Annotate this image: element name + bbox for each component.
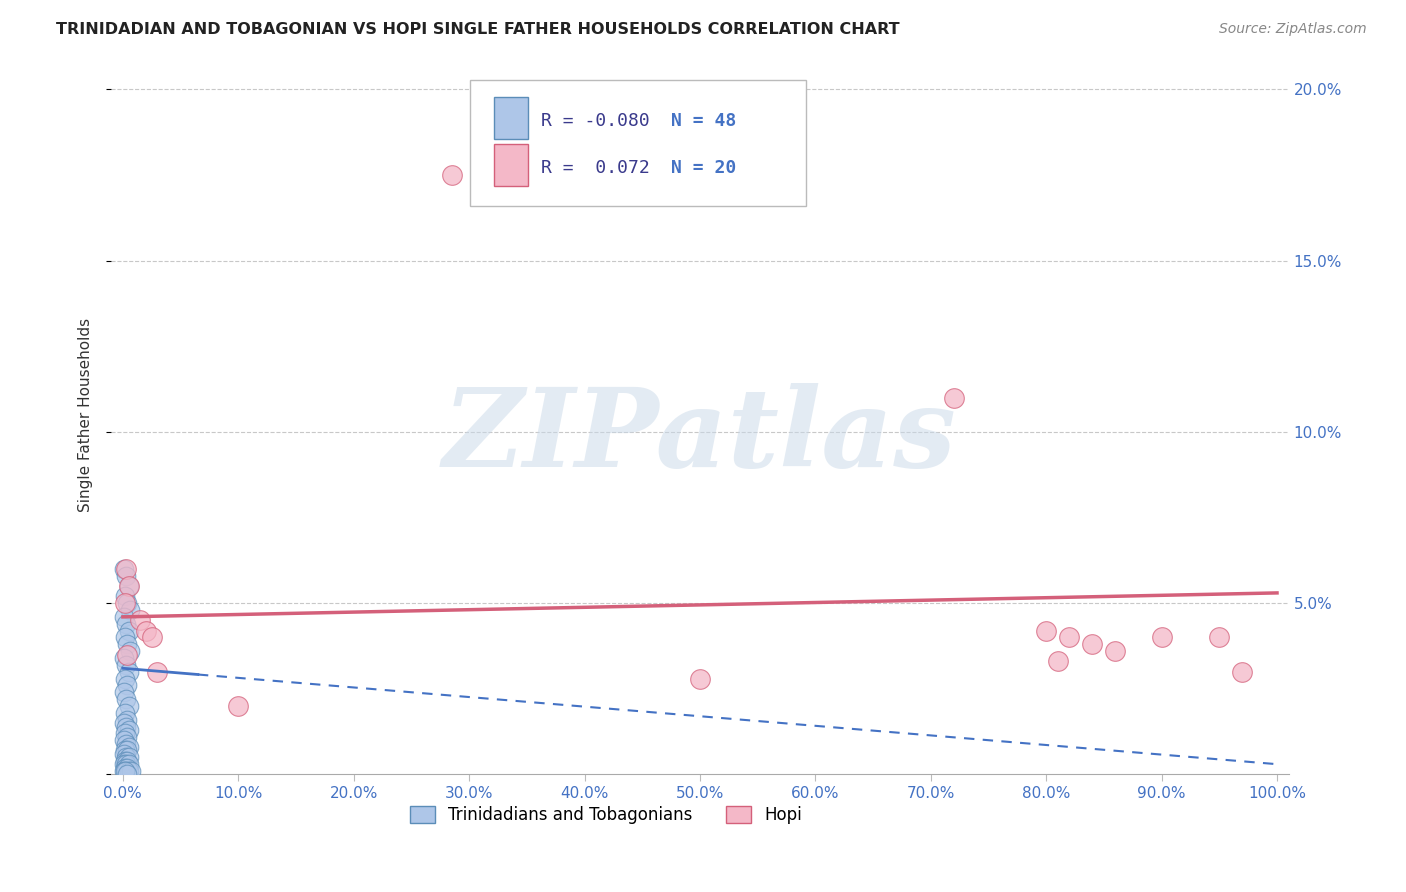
Point [114, 761, 136, 775]
Point [112, 716, 135, 731]
Point [112, 764, 135, 778]
Point [129, 613, 152, 627]
FancyBboxPatch shape [471, 80, 806, 206]
Point [117, 596, 139, 610]
Point [115, 616, 138, 631]
Point [117, 740, 139, 755]
Point [117, 767, 139, 781]
Text: Source: ZipAtlas.com: Source: ZipAtlas.com [1219, 22, 1367, 37]
Point [1150, 631, 1173, 645]
Point [112, 685, 135, 699]
Point [115, 737, 138, 751]
Point [115, 657, 138, 672]
Point [115, 750, 138, 764]
Text: N = 48: N = 48 [671, 112, 735, 130]
Point [117, 743, 139, 757]
Point [117, 713, 139, 727]
FancyBboxPatch shape [494, 97, 529, 139]
Point [942, 391, 965, 405]
Point [115, 562, 138, 576]
Text: R =  0.072: R = 0.072 [541, 159, 650, 178]
Point [689, 672, 711, 686]
Point [114, 726, 136, 740]
Point [112, 651, 135, 665]
Text: TRINIDADIAN AND TOBAGONIAN VS HOPI SINGLE FATHER HOUSEHOLDS CORRELATION CHART: TRINIDADIAN AND TOBAGONIAN VS HOPI SINGL… [56, 22, 900, 37]
Point [117, 648, 139, 662]
Point [118, 644, 141, 658]
Point [118, 603, 141, 617]
Point [117, 761, 139, 775]
Point [114, 754, 136, 768]
Point [117, 764, 139, 778]
Point [1081, 637, 1104, 651]
FancyBboxPatch shape [494, 144, 529, 186]
Point [117, 723, 139, 737]
Point [115, 719, 138, 733]
Point [146, 665, 169, 679]
Point [115, 757, 138, 772]
Point [117, 678, 139, 692]
Point [1208, 631, 1230, 645]
Text: N = 20: N = 20 [671, 159, 735, 178]
Point [117, 754, 139, 768]
Point [114, 596, 136, 610]
Point [226, 698, 249, 713]
Y-axis label: Single Father Households: Single Father Households [79, 318, 93, 512]
Point [115, 692, 138, 706]
Point [114, 631, 136, 645]
Point [114, 590, 136, 604]
Text: ZIPatlas: ZIPatlas [443, 383, 957, 490]
Text: R = -0.080: R = -0.080 [541, 112, 650, 130]
Point [117, 750, 139, 764]
Point [114, 672, 136, 686]
Point [120, 764, 142, 778]
Point [115, 764, 138, 778]
Point [1059, 631, 1081, 645]
Point [112, 747, 135, 761]
Point [112, 610, 135, 624]
Point [440, 168, 463, 182]
Point [117, 637, 139, 651]
Point [112, 562, 135, 576]
Point [112, 733, 135, 747]
Point [114, 706, 136, 720]
Point [117, 579, 139, 593]
Point [117, 579, 139, 593]
Point [1035, 624, 1057, 638]
Point [114, 764, 136, 778]
Point [1104, 644, 1126, 658]
Point [115, 569, 138, 583]
Legend: Trinidadians and Tobagonians, Hopi: Trinidadians and Tobagonians, Hopi [404, 799, 808, 830]
Point [117, 757, 139, 772]
Point [117, 730, 139, 744]
Point [141, 631, 163, 645]
Point [112, 757, 135, 772]
Point [117, 665, 139, 679]
Point [1046, 655, 1069, 669]
Point [117, 624, 139, 638]
Point [114, 743, 136, 757]
Point [135, 624, 157, 638]
Point [1232, 665, 1254, 679]
Point [117, 698, 139, 713]
